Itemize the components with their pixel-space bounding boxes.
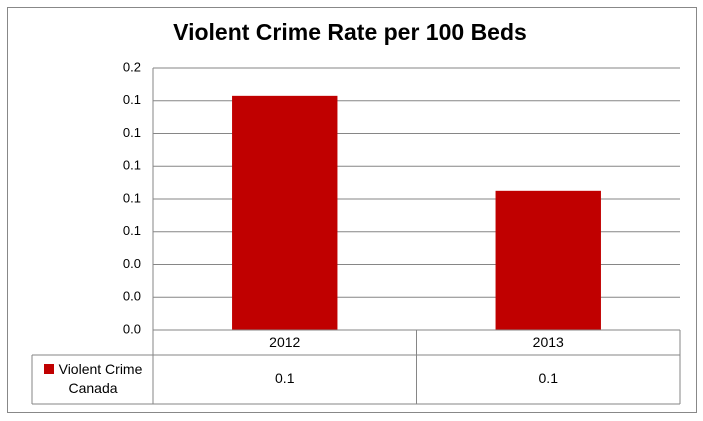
legend-label: Violent Crime Canada	[58, 361, 143, 396]
y-tick-label: 0.1	[123, 223, 141, 238]
legend: Violent Crime Canada	[34, 360, 152, 398]
table-value: 0.1	[539, 370, 559, 386]
bar	[232, 95, 338, 331]
y-tick-label: 0.0	[123, 289, 141, 304]
chart-title: Violent Crime Rate per 100 Beds	[173, 19, 527, 45]
y-tick-label: 0.1	[123, 158, 141, 173]
x-tick-label: 2013	[533, 334, 564, 350]
legend-swatch	[43, 364, 54, 374]
table-value: 0.1	[275, 370, 295, 386]
x-tick-label: 2012	[269, 334, 300, 350]
y-tick-label: 0.2	[123, 59, 141, 74]
y-tick-label: 0.1	[123, 92, 141, 107]
y-tick-label: 0.0	[123, 256, 141, 271]
bar	[495, 190, 601, 330]
y-tick-label: 0.0	[123, 321, 141, 336]
y-tick-label: 0.1	[123, 190, 141, 205]
y-tick-label: 0.1	[123, 125, 141, 140]
